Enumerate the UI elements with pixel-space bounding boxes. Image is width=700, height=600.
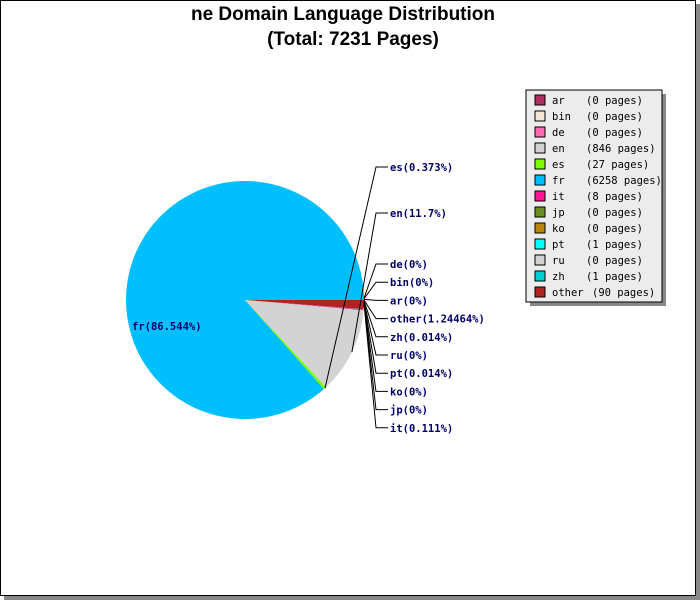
legend-swatch-ko (534, 222, 546, 234)
legend-pages-pt: (1 pages) (586, 239, 643, 251)
pie-slice-es (245, 300, 327, 390)
legend-swatch-bin (534, 110, 546, 122)
leader-line-it (363, 303, 388, 429)
slice-label-fr: fr(86.544%) (132, 321, 202, 333)
legend-label-en: en (552, 143, 565, 155)
leader-line-de (363, 263, 388, 299)
slice-label-es: es(0.373%) (390, 162, 453, 174)
legend: ar (0 pages) bin (0 pages) de (0 pages) en (846… (525, 89, 666, 306)
legend-swatch-pt (534, 238, 546, 250)
legend-label-de: de (552, 127, 565, 139)
legend-pages-ru: (0 pages) (586, 255, 643, 267)
slice-label-ru: ru(0%) (390, 350, 428, 362)
leader-line-other (363, 299, 388, 320)
leader-line-ru (363, 301, 388, 356)
legend-swatch-es (534, 158, 546, 170)
legend-box (525, 89, 663, 303)
legend-label-ru: ru (552, 255, 565, 267)
legend-swatch-it (534, 190, 546, 202)
slice-label-bin: bin(0%) (390, 277, 434, 289)
slice-label-zh: zh(0.014%) (390, 332, 453, 344)
legend-pages-other: (90 pages) (592, 287, 655, 299)
pie-slice-zh (245, 300, 364, 310)
legend-label-pt: pt (552, 239, 565, 251)
legend-label-ar: ar (552, 95, 565, 107)
legend-label-zh: zh (552, 271, 565, 283)
slice-label-en: en(11.7%) (390, 208, 447, 220)
legend-swatch-other (534, 286, 546, 298)
legend-label-es: es (552, 159, 565, 171)
legend-pages-de: (0 pages) (586, 127, 643, 139)
pie-slice-fr (126, 181, 364, 420)
leader-line-pt (363, 301, 388, 374)
legend-pages-zh: (1 pages) (586, 271, 643, 283)
slice-label-other: other(1.24464%) (390, 314, 485, 326)
legend-label-jp: jp (552, 207, 565, 219)
leader-line-ar (363, 298, 388, 301)
pie-slice-it (245, 300, 364, 311)
legend-swatch-ar (534, 94, 546, 106)
leader-line-jp (363, 302, 388, 411)
legend-swatch-jp (534, 206, 546, 218)
legend-pages-fr: (6258 pages) (586, 175, 662, 187)
slice-label-pt: pt(0.014%) (390, 368, 453, 380)
pie-slice-other (245, 300, 365, 310)
legend-label-it: it (552, 191, 565, 203)
label-leader-lines (324, 166, 388, 429)
chart-title: ne Domain Language Distribution (190, 4, 495, 25)
legend-label-bin: bin (552, 111, 571, 123)
slice-labels: fr(86.544%) es(0.373%) en(11.7%) de(0%) bin(… (132, 162, 485, 435)
pie-slice-en (245, 300, 364, 388)
legend-pages-en: (846 pages) (586, 143, 656, 155)
legend-pages-ar: (0 pages) (586, 95, 643, 107)
legend-swatch-fr (534, 174, 546, 186)
leader-line-bin (363, 281, 388, 300)
slice-label-jp: jp(0%) (390, 405, 428, 417)
leader-line-es (324, 166, 388, 389)
legend-label-other: other (552, 287, 584, 299)
legend-swatch-de (534, 126, 546, 138)
slice-label-de: de(0%) (390, 259, 428, 271)
legend-pages-jp: (0 pages) (586, 207, 643, 219)
legend-pages-it: (8 pages) (586, 191, 643, 203)
leader-line-zh (363, 300, 388, 338)
slice-label-it: it(0.111%) (390, 423, 453, 435)
legend-pages-es: (27 pages) (586, 159, 649, 171)
legend-pages-ko: (0 pages) (586, 223, 643, 235)
legend-label-fr: fr (552, 175, 565, 187)
chart-subtitle: (Total: 7231 Pages) (267, 29, 439, 50)
legend-swatch-ru (534, 254, 546, 266)
legend-label-ko: ko (552, 223, 565, 235)
slice-label-ko: ko(0%) (390, 386, 428, 398)
leader-line-en (351, 212, 388, 353)
leader-line-ko (363, 302, 388, 392)
pie-slices (126, 181, 365, 420)
slice-label-ar: ar(0%) (390, 295, 428, 307)
legend-pages-bin: (0 pages) (586, 111, 643, 123)
legend-swatch-en (534, 142, 546, 154)
pie-slice-pt (245, 300, 364, 310)
legend-swatch-zh (534, 270, 546, 282)
